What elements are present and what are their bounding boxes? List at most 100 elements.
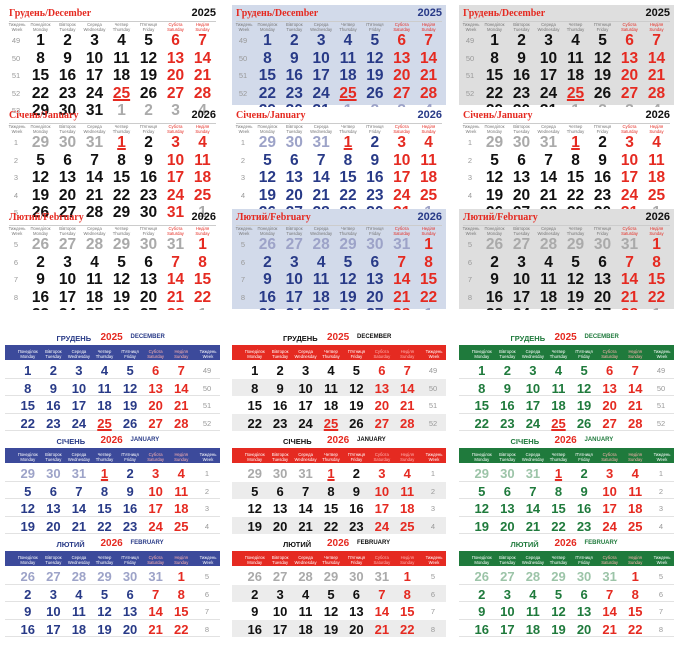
day-cell[interactable]: 20 [602,398,617,413]
day-cell[interactable]: 29 [485,134,504,151]
day-cell[interactable]: 28 [173,415,189,431]
day-cell[interactable]: 3 [301,363,310,378]
day-cell[interactable]: 30 [576,569,592,584]
day-cell[interactable]: 28 [539,236,558,253]
day-cell[interactable]: 23 [139,186,158,204]
day-cell[interactable]: 15 [31,67,50,84]
day-cell[interactable]: 20 [576,621,592,637]
day-cell[interactable]: 4 [198,102,207,119]
day-cell[interactable]: 7 [152,586,160,602]
day-cell[interactable]: 17 [71,398,87,413]
day-cell[interactable]: 1 [424,236,433,253]
day-cell[interactable]: 11 [113,49,130,67]
day-cell[interactable]: 23 [27,306,54,310]
day-cell[interactable]: 22 [31,84,50,102]
day-cell[interactable]: 23 [481,306,508,310]
day-cell[interactable]: 6 [63,151,72,169]
day-cell[interactable]: 16 [512,67,531,84]
day-cell[interactable]: 30 [500,466,515,481]
day-cell[interactable]: 25 [308,306,335,310]
day-cell[interactable]: 7 [378,586,386,602]
day-cell[interactable]: 22 [419,288,438,306]
day-cell[interactable]: 16 [46,398,61,413]
day-cell[interactable]: 28 [419,84,438,102]
day-cell[interactable]: 9 [126,483,134,499]
day-cell[interactable]: 22 [323,518,339,534]
day-cell[interactable]: 5 [251,483,259,499]
day-cell[interactable]: 28 [312,236,330,253]
day-cell[interactable]: 1 [327,466,335,481]
day-cell[interactable]: 26 [349,415,364,431]
day-cell[interactable]: 1 [490,32,499,49]
day-cell[interactable]: 12 [112,271,131,288]
day-cell[interactable]: 5 [343,253,353,271]
day-cell[interactable]: 13 [285,169,303,186]
day-cell[interactable]: 16 [58,67,77,84]
day-cell[interactable]: 13 [374,380,390,396]
day-cell[interactable]: 14 [148,604,163,619]
day-cell[interactable]: 14 [539,169,558,186]
day-cell[interactable]: 2 [478,586,486,602]
day-cell[interactable]: 26 [20,569,36,584]
day-cell[interactable]: 9 [490,271,499,288]
day-cell[interactable]: 24 [620,186,639,204]
day-cell[interactable]: 23 [46,415,61,431]
day-cell[interactable]: 31 [85,134,104,151]
day-cell[interactable]: 28 [162,306,189,310]
day-cell[interactable]: 25 [81,306,108,310]
day-cell[interactable]: 2 [503,363,511,378]
day-cell[interactable]: 10 [512,271,531,288]
day-cell[interactable]: 20 [148,398,163,413]
day-cell[interactable]: 31 [312,134,330,151]
day-cell[interactable]: 10 [525,380,541,396]
day-cell[interactable]: 30 [46,466,61,481]
day-cell[interactable]: 13 [512,169,531,186]
day-cell[interactable]: 17 [500,621,515,637]
day-cell[interactable]: 26 [247,569,262,584]
day-cell[interactable]: 30 [285,134,303,151]
day-cell[interactable]: 4 [75,586,83,602]
day-cell[interactable]: 8 [117,151,126,169]
day-cell[interactable]: 2 [49,363,57,378]
day-cell[interactable]: 26 [546,638,572,642]
day-cell[interactable]: 4 [198,134,207,151]
day-cell[interactable]: 4 [529,586,537,602]
day-cell[interactable]: 23 [272,415,288,431]
day-cell[interactable]: 27 [46,569,61,584]
day-cell[interactable]: 28 [597,638,623,642]
day-cell[interactable]: 22 [247,415,262,431]
day-cell[interactable]: 19 [474,518,490,534]
day-cell[interactable]: 21 [374,621,390,637]
day-cell[interactable]: 4 [177,466,185,481]
day-cell[interactable]: 7 [301,483,310,499]
day-cell[interactable]: 19 [366,67,384,84]
day-cell[interactable]: 3 [625,134,634,151]
day-cell[interactable]: 9 [598,151,607,169]
day-cell[interactable]: 6 [289,151,299,169]
day-cell[interactable]: 24 [85,84,104,102]
day-cell[interactable]: 15 [400,604,415,619]
day-cell[interactable]: 3 [171,102,180,119]
day-cell[interactable]: 12 [258,169,277,186]
day-cell[interactable]: 12 [20,501,36,516]
day-cell[interactable]: 18 [400,501,415,516]
day-cell[interactable]: 3 [517,253,526,271]
day-cell[interactable]: 20 [366,288,384,306]
day-cell[interactable]: 17 [85,67,104,84]
day-cell[interactable]: 7 [529,483,537,499]
day-cell[interactable]: 6 [517,151,526,169]
day-cell[interactable]: 21 [620,288,639,306]
day-cell[interactable]: 16 [500,398,515,413]
day-cell[interactable]: 26 [474,569,490,584]
day-cell[interactable]: 5 [370,32,380,49]
day-cell[interactable]: 23 [576,518,592,534]
day-cell[interactable]: 1 [251,363,259,378]
day-cell[interactable]: 29 [112,204,131,221]
day-cell[interactable]: 26 [366,84,384,102]
day-cell[interactable]: 7 [606,586,614,602]
day-cell[interactable]: 6 [378,363,386,378]
day-cell[interactable]: 19 [551,621,566,637]
day-cell[interactable]: 30 [122,569,138,584]
day-cell[interactable]: 27 [58,236,77,253]
day-cell[interactable]: 9 [251,604,259,619]
